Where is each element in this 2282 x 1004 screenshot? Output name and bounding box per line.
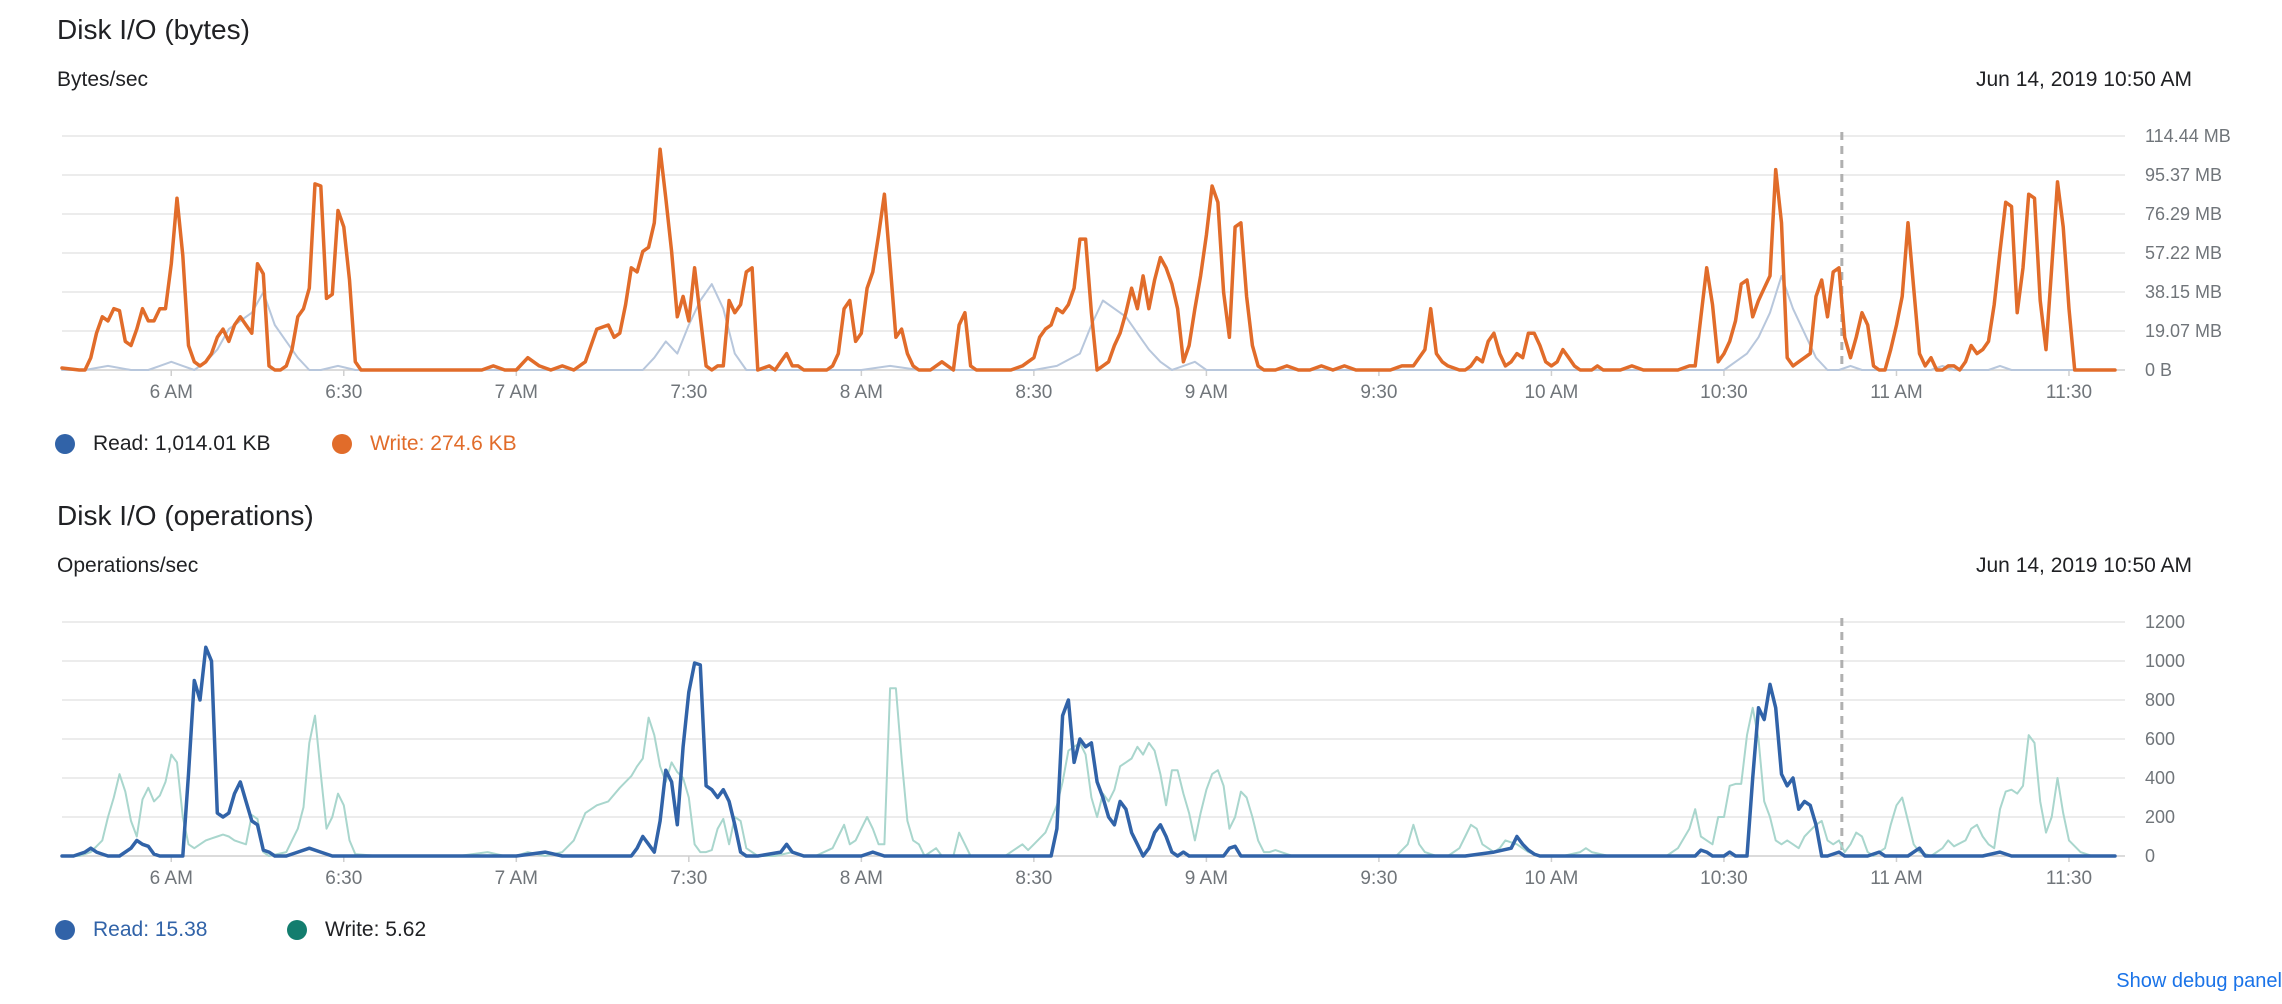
operations-chart-plot[interactable]: 0 200 400 600 800 1000 1200 6 AM 6:30 7 AM 7:30 8 A… (0, 486, 2282, 906)
legend-write[interactable]: Write: 274.6 KB (332, 432, 517, 456)
write-legend-label: Write: 5.62 (325, 918, 427, 941)
x-tick-label: 9:30 (1360, 868, 1397, 889)
x-tick-label: 7 AM (495, 382, 538, 403)
x-tick-label: 8 AM (840, 868, 883, 889)
read-legend-label: Read: 1,014.01 KB (93, 432, 271, 455)
y-tick-label: 95.37 MB (2145, 165, 2222, 185)
y-tick-label: 200 (2145, 807, 2175, 827)
y-tick-label: 57.22 MB (2145, 243, 2222, 263)
x-tick-label: 11 AM (1870, 868, 1922, 889)
y-unit-label: Bytes/sec (57, 68, 149, 91)
x-tick-label: 11:30 (2046, 382, 2092, 403)
chart-timestamp: Jun 14, 2019 10:50 AM (1976, 68, 2192, 91)
x-tick-label: 6 AM (150, 382, 193, 403)
series-line-write (60, 147, 2117, 372)
series-line-write (61, 687, 2116, 857)
legend-write[interactable]: Write: 5.62 (287, 918, 426, 942)
x-tick-label: 9 AM (1185, 382, 1228, 403)
x-tick-label: 6:30 (325, 382, 362, 403)
y-tick-label: 600 (2145, 729, 2175, 749)
x-tick-label: 10:30 (1700, 868, 1748, 889)
y-tick-label: 0 (2145, 846, 2155, 866)
operations-chart-panel: Disk I/O (operations) Operations/sec Jun… (0, 486, 2282, 956)
write-legend-dot (287, 920, 307, 940)
x-tick-label: 10 AM (1524, 382, 1578, 403)
y-tick-label: 0 B (2145, 360, 2172, 380)
x-tick-label: 7 AM (495, 868, 538, 889)
chart-timestamp: Jun 14, 2019 10:50 AM (1976, 554, 2192, 577)
x-tick-label: 11:30 (2046, 868, 2092, 889)
write-legend-dot (332, 434, 352, 454)
x-tick-label: 7:30 (670, 382, 707, 403)
chart-title: Disk I/O (operations) (57, 500, 314, 531)
x-tick-label: 11 AM (1870, 382, 1922, 403)
y-tick-label: 400 (2145, 768, 2175, 788)
read-legend-label: Read: 15.38 (93, 918, 208, 941)
y-tick-label: 38.15 MB (2145, 282, 2222, 302)
x-tick-label: 8 AM (840, 382, 883, 403)
legend-read[interactable]: Read: 15.38 (55, 918, 207, 942)
write-legend-label: Write: 274.6 KB (370, 432, 517, 455)
chart-title: Disk I/O (bytes) (57, 14, 250, 45)
legend-read[interactable]: Read: 1,014.01 KB (55, 432, 270, 456)
y-tick-label: 76.29 MB (2145, 204, 2222, 224)
y-tick-label: 1200 (2145, 612, 2185, 632)
series-line-read (60, 645, 2117, 858)
x-tick-label: 9:30 (1360, 382, 1397, 403)
x-tick-label: 8:30 (1015, 868, 1052, 889)
y-tick-label: 1000 (2145, 651, 2185, 671)
y-tick-label: 114.44 MB (2145, 126, 2231, 146)
bytes-chart-panel: Disk I/O (bytes) Bytes/sec Jun 14, 2019 … (0, 0, 2282, 470)
read-legend-dot (55, 434, 75, 454)
read-legend-dot (55, 920, 75, 940)
x-tick-label: 9 AM (1185, 868, 1228, 889)
x-tick-label: 7:30 (670, 868, 707, 889)
y-tick-label: 800 (2145, 690, 2175, 710)
show-debug-panel-link[interactable]: Show debug panel (2116, 970, 2282, 992)
x-tick-label: 6 AM (150, 868, 193, 889)
x-tick-label: 8:30 (1015, 382, 1052, 403)
x-tick-label: 6:30 (325, 868, 362, 889)
x-tick-label: 10:30 (1700, 382, 1748, 403)
y-tick-label: 19.07 MB (2145, 321, 2222, 341)
x-tick-label: 10 AM (1524, 868, 1578, 889)
bytes-chart-plot[interactable]: 0 B 19.07 MB 38.15 MB 57.22 MB 76.29 MB 95.37… (0, 0, 2282, 420)
y-unit-label: Operations/sec (57, 554, 199, 577)
